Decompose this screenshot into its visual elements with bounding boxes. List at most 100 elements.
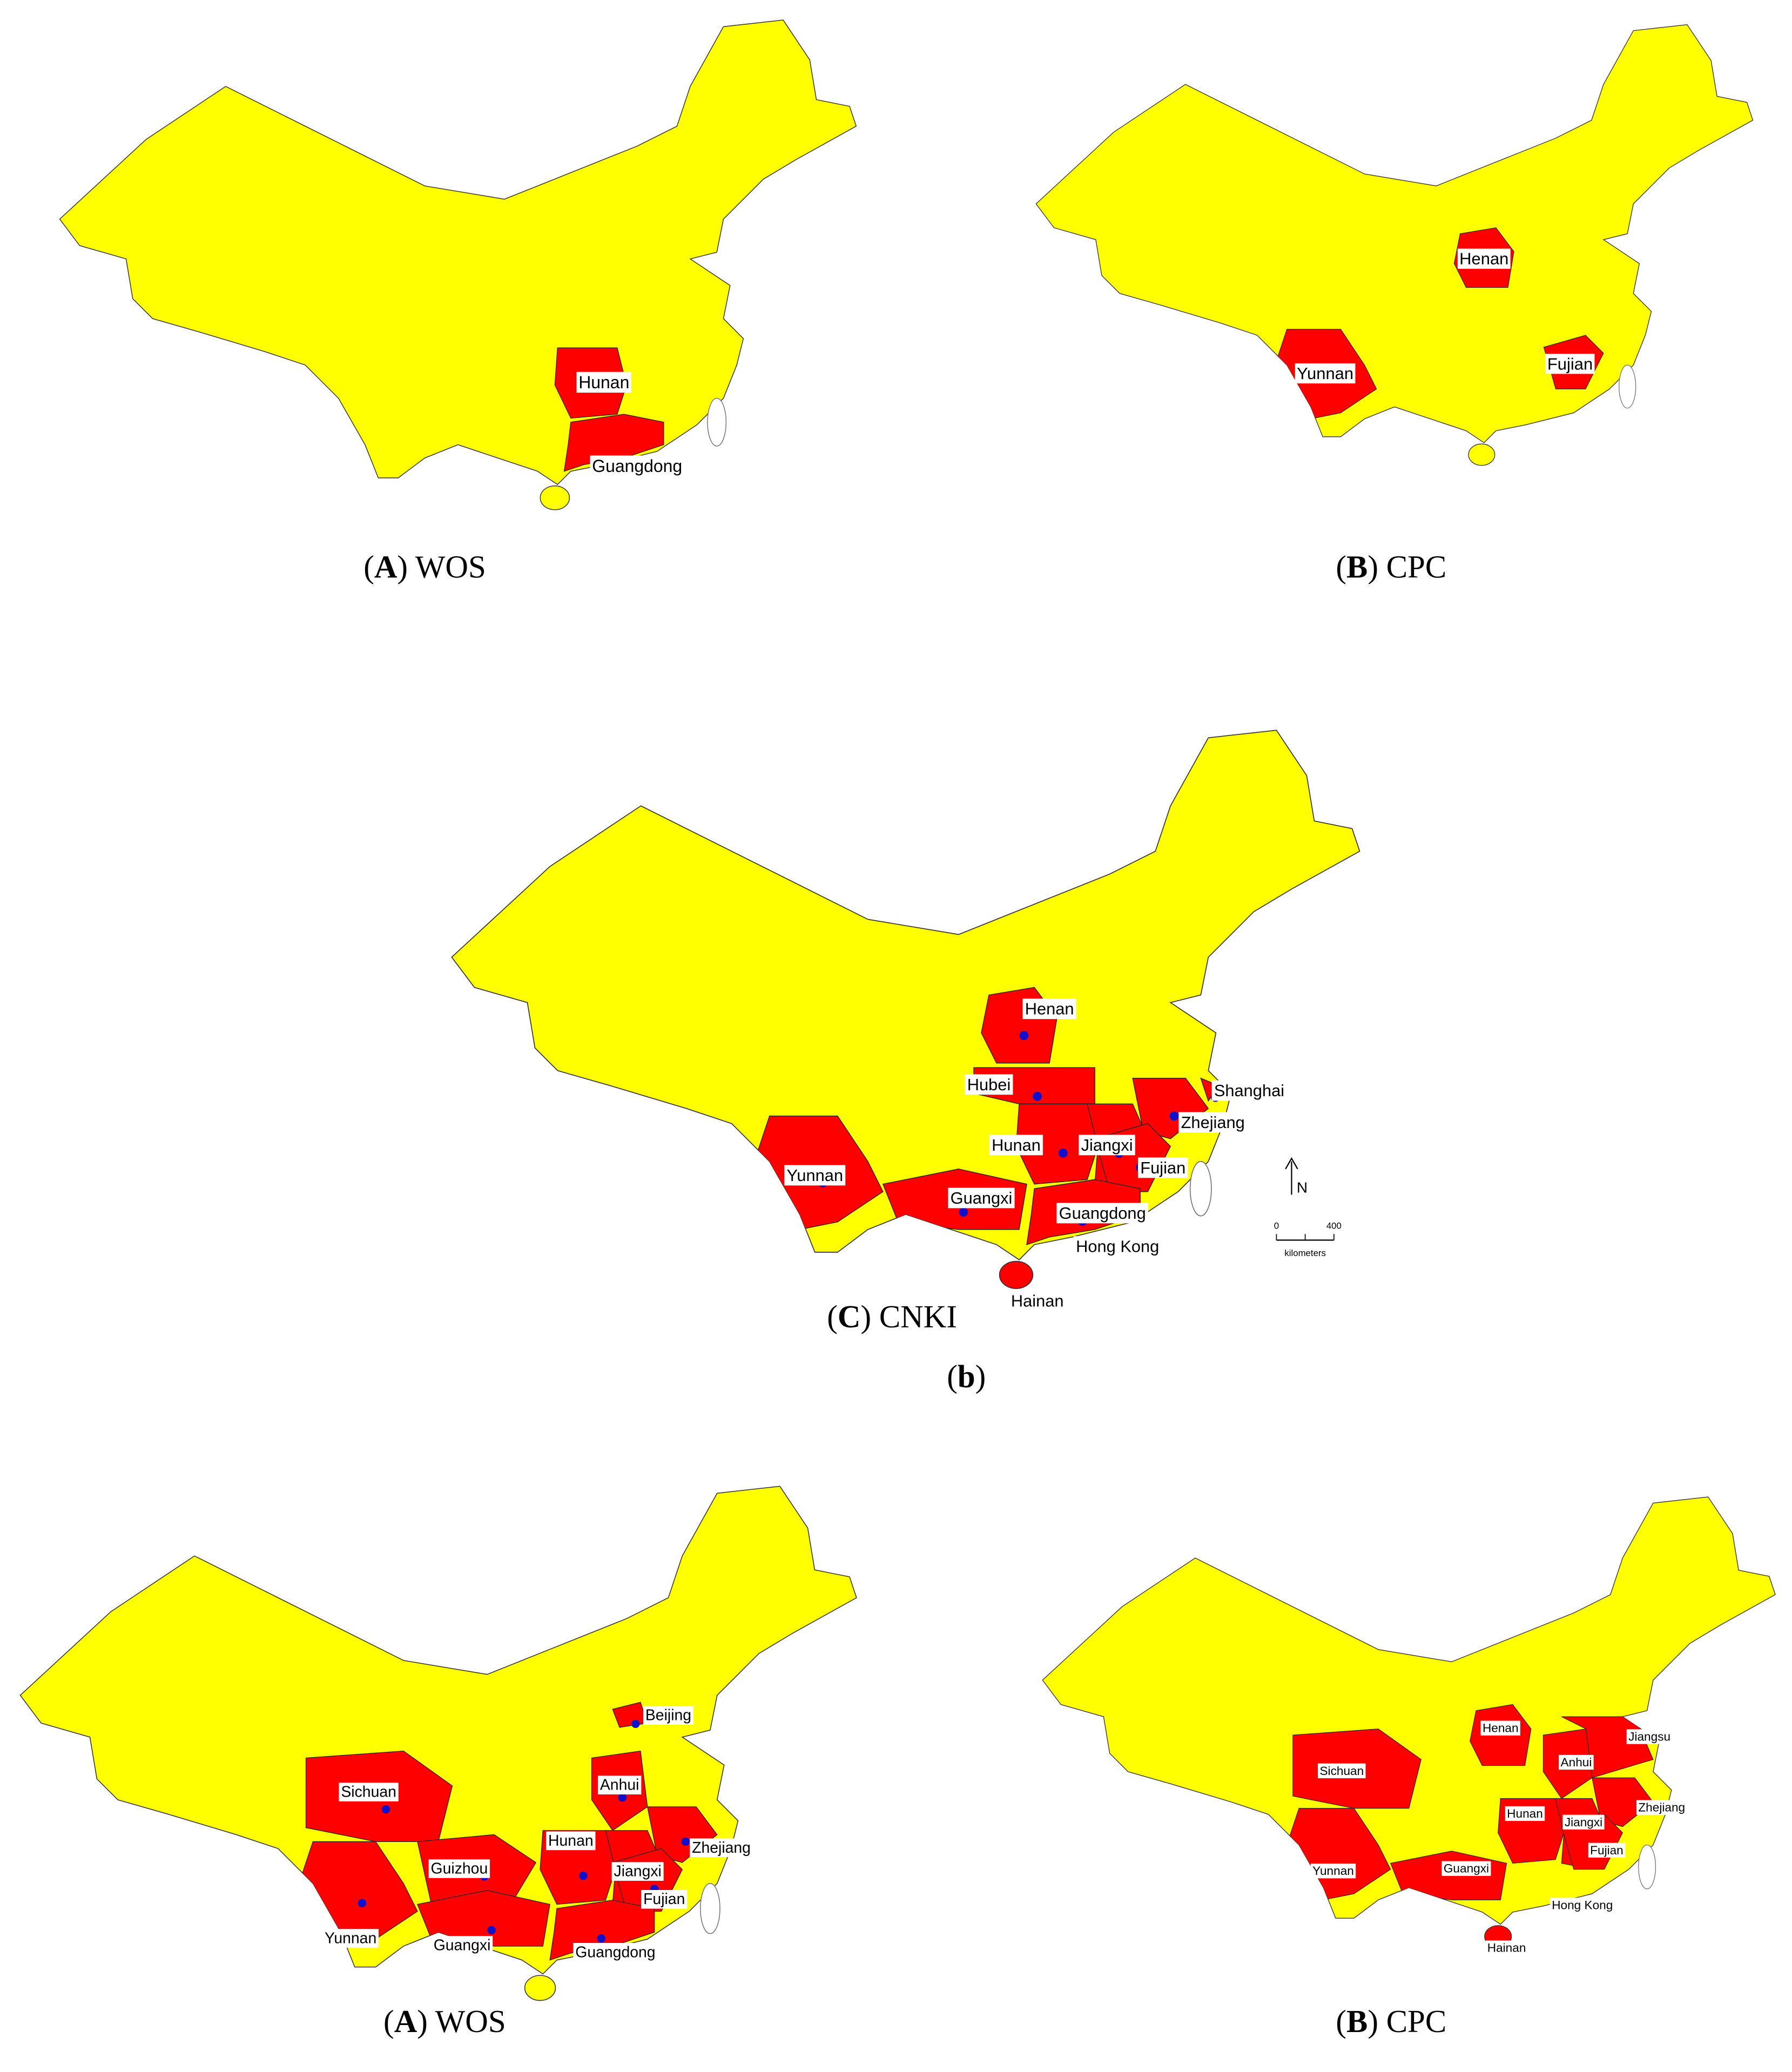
panel-caption: (B) CPC [1336, 549, 1446, 584]
label-background [1073, 1236, 1162, 1257]
label-background [590, 455, 684, 477]
label-background [643, 1706, 693, 1725]
province-label: Zhejiang [692, 1839, 751, 1857]
province-label: Zhejiang [1638, 1801, 1685, 1814]
section-label: (b) [947, 1359, 986, 1394]
province-label: Guangdong [1059, 1204, 1146, 1223]
country-outline [59, 19, 857, 485]
caption-part: ) WOS [417, 2003, 506, 2039]
province-label: Fujian [1547, 354, 1593, 373]
province-label: Yunnan [1312, 1864, 1354, 1878]
label-background [1588, 1842, 1626, 1858]
province-label: Sichuan [341, 1784, 396, 1801]
map-panel: Hunan Guangdong [59, 19, 857, 510]
label-background [1056, 1203, 1148, 1224]
label-background [322, 1929, 379, 1948]
caption-part: B [1346, 2003, 1367, 2039]
island-hainan [524, 1975, 556, 2001]
label-background [1505, 1806, 1545, 1821]
label-background [431, 1936, 493, 1955]
label-background [1318, 1763, 1366, 1778]
caption-part: A [374, 549, 398, 584]
label-background [1211, 1080, 1287, 1101]
country-outline [1035, 24, 1754, 443]
panel-caption: (B) CPC [1336, 2003, 1446, 2039]
province-label: Fujian [1590, 1844, 1623, 1857]
north-label: N [1297, 1179, 1308, 1196]
province-label: Henan [1025, 1000, 1074, 1018]
label-background [989, 1135, 1043, 1156]
label-background [339, 1783, 399, 1801]
caption-part: ) CNKI [860, 1299, 957, 1334]
province-label: Jiangxi [1081, 1136, 1133, 1155]
caption-part: B [1346, 549, 1367, 584]
province-label: Guangxi [1444, 1862, 1489, 1875]
label-background [1562, 1814, 1605, 1830]
caption-part: ( [363, 549, 374, 584]
map-panel: Beijing Anhui Sichuan Hunan Zhejiang Guizhou J… [19, 1486, 858, 2001]
province-label: Hong Kong [1552, 1899, 1613, 1912]
panel-caption: (C) CNKI [827, 1299, 957, 1334]
province-label: Fujian [1140, 1158, 1185, 1177]
province-label: Yunnan [325, 1930, 376, 1947]
caption-part: ) CPC [1367, 549, 1446, 584]
label-background [1545, 354, 1595, 374]
province-label: Henan [1483, 1722, 1519, 1735]
scale-unit: kilometers [1284, 1248, 1326, 1258]
north-arrow-head [1285, 1157, 1298, 1170]
caption-part: ( [383, 2003, 394, 2039]
caption-part: ) WOS [397, 549, 486, 584]
site-dot [1169, 1111, 1179, 1121]
province-label: Zhejiang [1181, 1113, 1245, 1132]
map-panel: Henan Hubei Shanghai Zhejiang Hunan Jiangxi Fu… [450, 729, 1360, 1311]
province-label: Shanghai [1214, 1081, 1284, 1100]
label-background [1079, 1135, 1135, 1156]
site-dot [358, 1899, 367, 1907]
site-dot [487, 1926, 496, 1934]
province-label: Guizhou [431, 1860, 488, 1877]
label-background [1178, 1112, 1248, 1133]
province-label: Hunan [548, 1832, 594, 1850]
site-dot [618, 1793, 627, 1802]
site-dot [1058, 1148, 1068, 1158]
label-background [576, 372, 632, 393]
caption-part: ) CPC [1367, 2003, 1446, 2039]
section-label-part: ( [947, 1359, 958, 1394]
province-label: Guangdong [575, 1943, 655, 1961]
label-background [1008, 1291, 1066, 1311]
label-background [1022, 998, 1076, 1020]
province-label: Fujian [643, 1891, 685, 1908]
province-label: Yunnan [1297, 364, 1353, 383]
province-label: Hunan [992, 1136, 1041, 1155]
site-dot [597, 1934, 606, 1943]
site-dot [631, 1719, 640, 1729]
island-hainan [999, 1260, 1034, 1289]
province-label: Hubei [967, 1075, 1011, 1094]
province-label: Hainan [1487, 1941, 1526, 1955]
island-taiwan [707, 397, 727, 447]
scale-tick-label: 400 [1326, 1221, 1342, 1231]
island-hainan [1468, 443, 1495, 466]
province-label: Guangxi [951, 1189, 1013, 1207]
label-background [546, 1831, 596, 1851]
label-background [1636, 1800, 1687, 1815]
site-dot [1033, 1091, 1042, 1101]
panel-caption: (A) WOS [383, 2003, 506, 2039]
province-label: Beijing [645, 1707, 691, 1724]
province-label: Hong Kong [1076, 1237, 1159, 1256]
label-background [1138, 1157, 1188, 1178]
island-taiwan [1619, 365, 1636, 409]
province-label: Jiangxi [614, 1863, 662, 1880]
province-label: Hainan [1011, 1291, 1064, 1310]
site-dot [959, 1207, 968, 1217]
label-background [690, 1838, 753, 1858]
label-background [1480, 1720, 1520, 1736]
site-dot [1019, 1031, 1029, 1041]
province-label: Anhui [600, 1777, 639, 1794]
island-hainan [540, 485, 570, 510]
site-dot [579, 1871, 588, 1880]
section-label-part: ) [975, 1359, 986, 1394]
label-background [1457, 248, 1511, 269]
